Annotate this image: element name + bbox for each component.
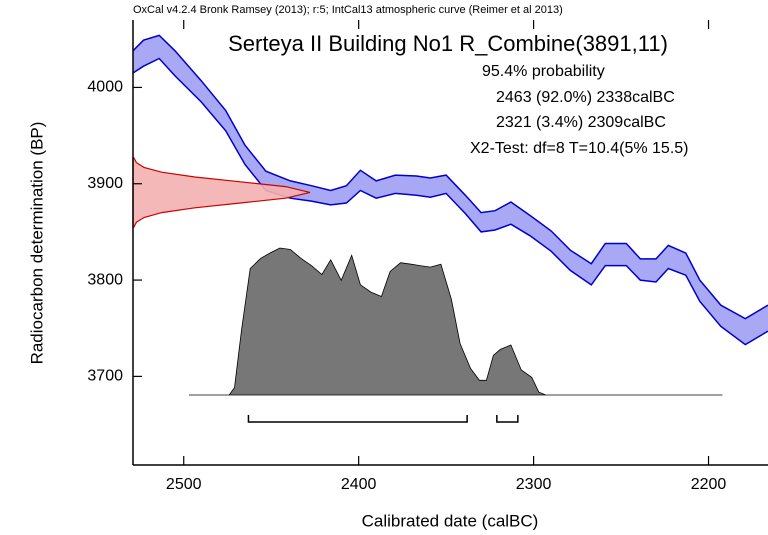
posterior-distribution	[189, 247, 723, 396]
x-axis-label: Calibrated date (calBC)	[362, 511, 539, 530]
range-bracket	[496, 415, 519, 423]
annotation: 95.4% probability	[482, 63, 605, 80]
annotation: X2-Test: df=8 T=10.4(5% 15.5)	[470, 140, 689, 157]
annotation: 2463 (92.0%) 2338calBC	[496, 89, 675, 106]
y-tick-label: 3900	[87, 175, 123, 192]
x-tick-label: 2400	[341, 476, 377, 493]
annotation: 2321 (3.4%) 2309calBC	[496, 114, 666, 131]
x-tick-label: 2300	[516, 476, 552, 493]
y-tick-label: 3800	[87, 271, 123, 288]
y-axis-label: Radiocarbon determination (BP)	[27, 122, 46, 365]
x-tick-label: 2500	[166, 476, 202, 493]
y-tick-label: 3700	[87, 368, 123, 385]
x-tick-label: 2200	[691, 476, 727, 493]
curve-lower	[132, 57, 768, 346]
range-bracket	[247, 415, 468, 423]
header: OxCal v4.2.4 Bronk Ramsey (2013); r:5; I…	[133, 4, 563, 16]
radiocarbon-distribution	[132, 157, 311, 228]
curve-band	[133, 35, 768, 345]
curve-upper	[132, 34, 768, 320]
y-tick-label: 4000	[87, 79, 123, 96]
chart-title: Serteya II Building No1 R_Combine(3891,1…	[228, 31, 668, 56]
